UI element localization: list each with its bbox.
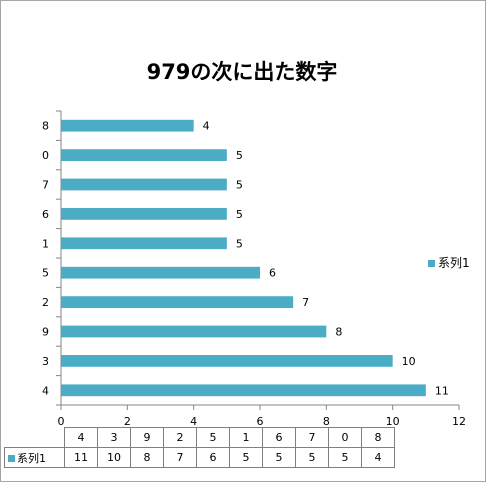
table-category-cell: 4	[64, 427, 98, 448]
data-label: 5	[236, 208, 243, 221]
y-tick-label: 6	[42, 208, 49, 221]
legend: 系列1	[428, 254, 470, 271]
table-category-cell: 3	[97, 427, 131, 448]
y-tick-label: 5	[42, 267, 49, 280]
bar	[61, 266, 260, 279]
x-tick-label: 4	[190, 415, 197, 428]
x-tick-label: 8	[323, 415, 330, 428]
table-value-cell: 5	[229, 447, 263, 468]
table-value-cell: 8	[130, 447, 164, 468]
table-category-cell: 7	[295, 427, 329, 448]
y-tick-label: 7	[42, 179, 49, 192]
data-label: 10	[402, 355, 416, 368]
bar	[61, 384, 426, 397]
table-value-cell: 4	[361, 447, 395, 468]
x-tick-label: 10	[386, 415, 400, 428]
data-label: 4	[203, 120, 210, 133]
bar	[61, 119, 194, 132]
data-label: 5	[236, 149, 243, 162]
y-tick-label: 3	[42, 355, 49, 368]
data-label: 5	[236, 237, 243, 250]
bar	[61, 296, 294, 308]
table-category-cell: 2	[163, 427, 197, 448]
y-tick-label: 9	[42, 326, 49, 339]
data-label: 8	[335, 326, 342, 339]
y-tick-label: 2	[42, 296, 49, 309]
y-tick-label: 8	[42, 120, 49, 133]
table-category-cell: 0	[328, 427, 362, 448]
x-tick-label: 2	[124, 415, 131, 428]
table-value-cell: 6	[196, 447, 230, 468]
table-category-cell: 5	[196, 427, 230, 448]
x-tick-label: 0	[58, 415, 65, 428]
data-label: 5	[236, 179, 243, 192]
table-value-cell: 10	[97, 447, 131, 468]
table-value-cell: 11	[64, 447, 98, 468]
y-tick-label: 1	[42, 237, 49, 250]
bar	[61, 208, 227, 220]
x-tick-label: 12	[452, 415, 466, 428]
data-label: 7	[302, 296, 309, 309]
legend-swatch	[428, 260, 435, 267]
bar	[61, 325, 327, 338]
legend-label: 系列1	[438, 256, 470, 270]
table-series-label: 系列1	[4, 447, 65, 468]
bar	[61, 149, 227, 161]
table-series-name: 系列1	[17, 451, 46, 465]
table-category-cell: 9	[130, 427, 164, 448]
table-category-cell: 6	[262, 427, 296, 448]
data-label: 11	[435, 384, 449, 397]
y-tick-label: 4	[42, 384, 49, 397]
table-value-cell: 7	[163, 447, 197, 468]
bar	[61, 178, 227, 191]
table-value-cell: 5	[295, 447, 329, 468]
table-series-swatch	[8, 455, 15, 462]
bar	[61, 237, 227, 250]
table-value-cell: 5	[328, 447, 362, 468]
x-tick-label: 6	[257, 415, 264, 428]
table-category-cell: 8	[361, 427, 395, 448]
data-label: 6	[269, 267, 276, 280]
table-category-cell: 1	[229, 427, 263, 448]
table-value-cell: 5	[262, 447, 296, 468]
bar	[61, 355, 393, 367]
y-tick-label: 0	[42, 149, 49, 162]
table-corner	[5, 428, 65, 448]
chart-title: 979の次に出た数字	[146, 60, 338, 84]
